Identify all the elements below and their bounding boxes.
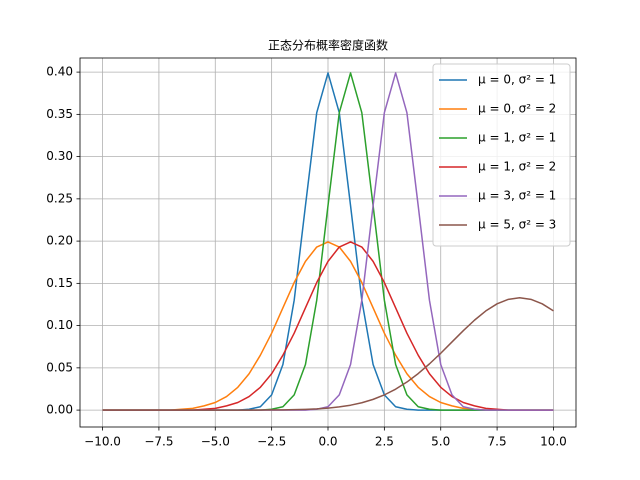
legend-label: μ = 0, σ² = 1 [478,73,556,87]
legend-label: μ = 1, σ² = 2 [478,160,556,174]
x-tick-label: 0.0 [318,435,337,449]
legend-box [432,63,571,247]
x-tick-label: −10.0 [84,435,121,449]
x-tick-label: 10.0 [540,435,567,449]
y-tick-label: 0.40 [46,65,73,79]
line-series [102,296,554,411]
y-tick-label: 0.05 [46,360,73,374]
plot-frame [79,57,577,428]
chart-title: 正态分布概率密度函数 [268,38,388,53]
x-tick-label: −5.0 [201,435,230,449]
x-tick-label: 7.5 [488,435,507,449]
y-tick-label: 0.30 [46,149,73,163]
legend-label: μ = 1, σ² = 1 [478,131,556,145]
y-tick-label: 0.20 [46,234,73,248]
legend-label: μ = 5, σ² = 3 [478,218,556,232]
y-tick-label: 0.15 [46,276,73,290]
x-tick-label: −2.5 [257,435,286,449]
y-tick-label: 0.00 [46,403,73,417]
y-tick-label: 0.35 [46,107,73,121]
x-tick-label: −7.5 [144,435,173,449]
x-tick-label: 2.5 [375,435,394,449]
y-tick-label: 0.25 [46,191,73,205]
x-tick-label: 5.0 [431,435,450,449]
legend-label: μ = 3, σ² = 1 [478,189,556,203]
legend-label: μ = 0, σ² = 2 [478,102,556,116]
y-tick-label: 0.10 [46,318,73,332]
